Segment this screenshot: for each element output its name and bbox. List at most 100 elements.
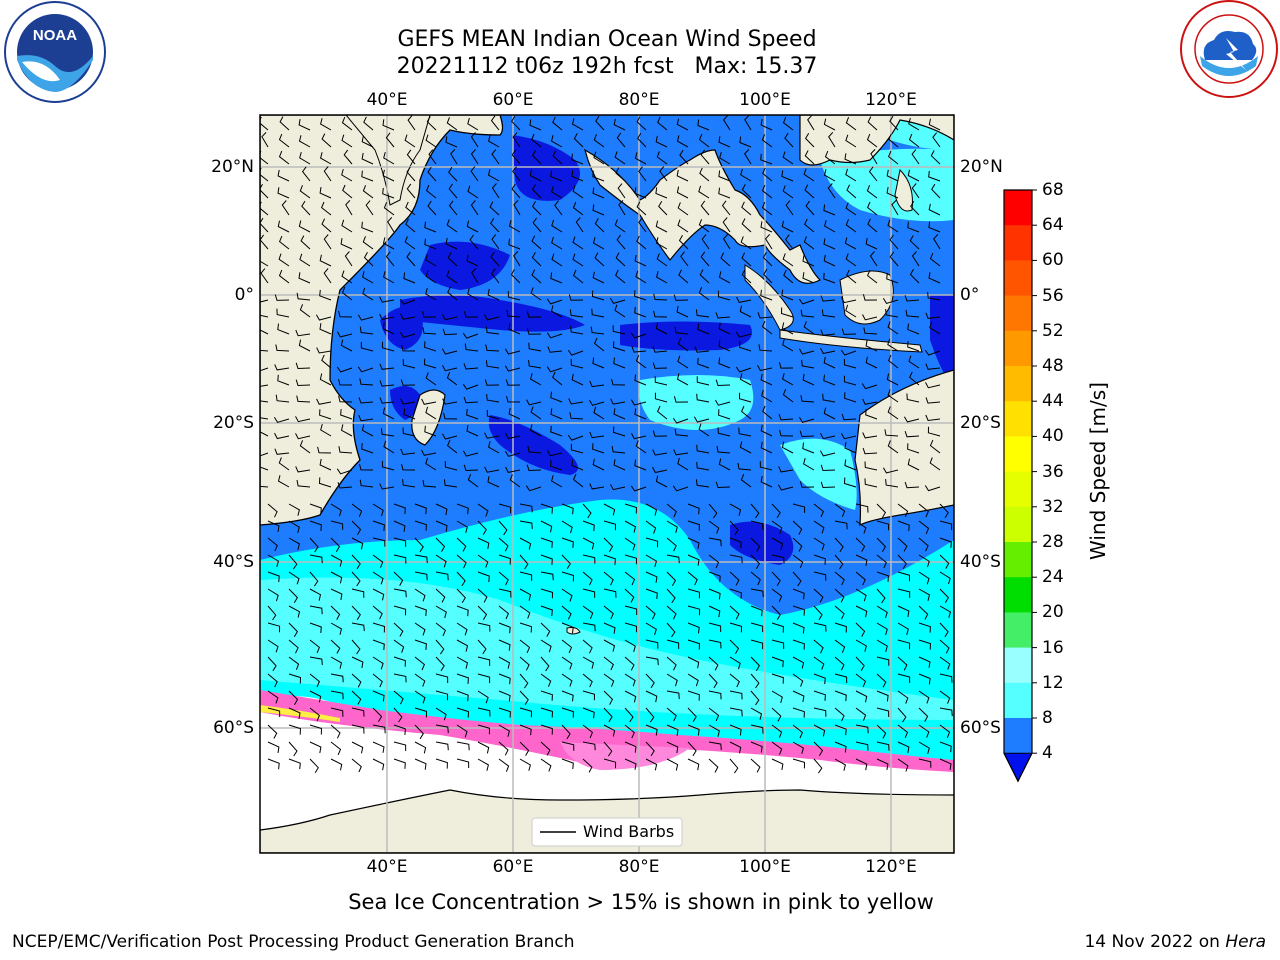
wind-barb <box>918 758 932 768</box>
wind-barb <box>424 238 437 250</box>
wind-barb <box>425 406 437 420</box>
wind-barb <box>414 707 428 718</box>
noaa-logo: NOAA <box>4 1 106 103</box>
wind-barb <box>330 690 344 700</box>
wind-barb <box>561 503 574 515</box>
wind-barb <box>855 503 869 513</box>
wind-barb <box>771 758 784 770</box>
wind-barb <box>834 622 847 633</box>
wind-barb <box>676 186 689 199</box>
wind-barb <box>843 358 857 369</box>
wind-barb <box>519 605 531 619</box>
wind-barb <box>897 707 907 723</box>
wind-barb <box>666 707 677 722</box>
wind-barb <box>750 707 763 720</box>
wind-barb <box>844 459 857 471</box>
wind-barb <box>372 656 384 670</box>
wind-barb <box>762 405 773 420</box>
wind-barb <box>844 237 857 250</box>
wind-barb <box>519 741 530 756</box>
wind-barb <box>260 485 269 488</box>
wind-barb <box>867 116 878 131</box>
wind-barb <box>446 117 458 131</box>
wind-barb <box>886 272 899 284</box>
wind-barb <box>739 373 752 386</box>
wind-barb <box>864 478 878 488</box>
wind-barb <box>866 269 878 284</box>
wind-barb <box>612 426 626 437</box>
wind-barb <box>582 707 595 719</box>
wind-barb <box>570 359 584 369</box>
wind-barb <box>615 252 626 267</box>
wind-barb <box>645 571 658 583</box>
wind-barb <box>309 758 319 774</box>
wind-barb <box>288 741 298 757</box>
wind-barb <box>372 724 386 734</box>
wind-barb <box>750 622 764 633</box>
wind-barb <box>603 588 617 598</box>
wind-barb <box>673 396 689 403</box>
wind-barb <box>813 707 827 717</box>
wind-barb <box>298 272 311 284</box>
wind-barb <box>718 170 731 182</box>
wind-barb <box>887 406 899 420</box>
map-panel <box>260 115 954 853</box>
wind-barb <box>708 622 722 633</box>
wind-barb <box>422 480 437 488</box>
wind-barb <box>813 622 827 632</box>
wind-barb <box>426 116 437 131</box>
wind-barb <box>862 447 878 455</box>
wind-barb <box>834 673 848 684</box>
wind-barb <box>317 446 332 454</box>
wind-barb <box>737 462 752 471</box>
wind-barb <box>798 417 815 423</box>
wind-barb <box>840 349 857 356</box>
wind-barb <box>778 414 794 421</box>
wind-barb <box>351 724 365 734</box>
wind-barb <box>448 200 458 216</box>
wind-barb <box>614 151 626 165</box>
wind-barb <box>804 150 815 165</box>
wind-barb <box>381 460 395 471</box>
wind-barb <box>445 136 458 148</box>
wind-barb <box>624 639 636 653</box>
wind-barb <box>582 758 593 773</box>
wind-barb <box>855 758 868 771</box>
wind-barb <box>693 416 710 423</box>
wind-barb <box>666 520 678 534</box>
wind-barb <box>490 217 500 233</box>
wind-barb <box>659 166 668 182</box>
wind-barb <box>582 503 592 519</box>
wind-barb <box>561 622 574 634</box>
wind-barb <box>393 690 404 705</box>
wind-barb <box>695 479 710 488</box>
wind-barb <box>708 639 722 649</box>
wind-barb <box>722 115 731 131</box>
wind-barb <box>519 571 533 581</box>
wind-barb <box>338 395 353 403</box>
wind-barb <box>414 741 427 754</box>
lat-tick-right: 20°S <box>960 413 1001 433</box>
wind-barb <box>278 235 290 250</box>
wind-barb <box>372 571 384 585</box>
wind-barb <box>260 452 269 457</box>
wind-barb <box>834 588 845 603</box>
wind-barb <box>909 371 920 386</box>
wind-barb <box>927 291 941 301</box>
wind-barb <box>365 200 374 216</box>
wind-barb <box>708 588 721 600</box>
wind-barb <box>771 605 781 621</box>
wind-barb <box>800 395 815 403</box>
wind-barb <box>561 724 571 740</box>
wind-barb <box>351 673 362 688</box>
colorbar-tick-label: 44 <box>1042 391 1064 412</box>
wind-barb <box>897 758 909 772</box>
wind-barb <box>612 341 626 352</box>
wind-barb <box>603 656 615 671</box>
wind-barb <box>897 656 908 671</box>
wind-barb <box>918 537 929 552</box>
wind-barb <box>490 115 500 131</box>
wind-barb <box>372 588 385 601</box>
wind-barb <box>841 413 857 421</box>
wind-barb <box>645 588 658 600</box>
